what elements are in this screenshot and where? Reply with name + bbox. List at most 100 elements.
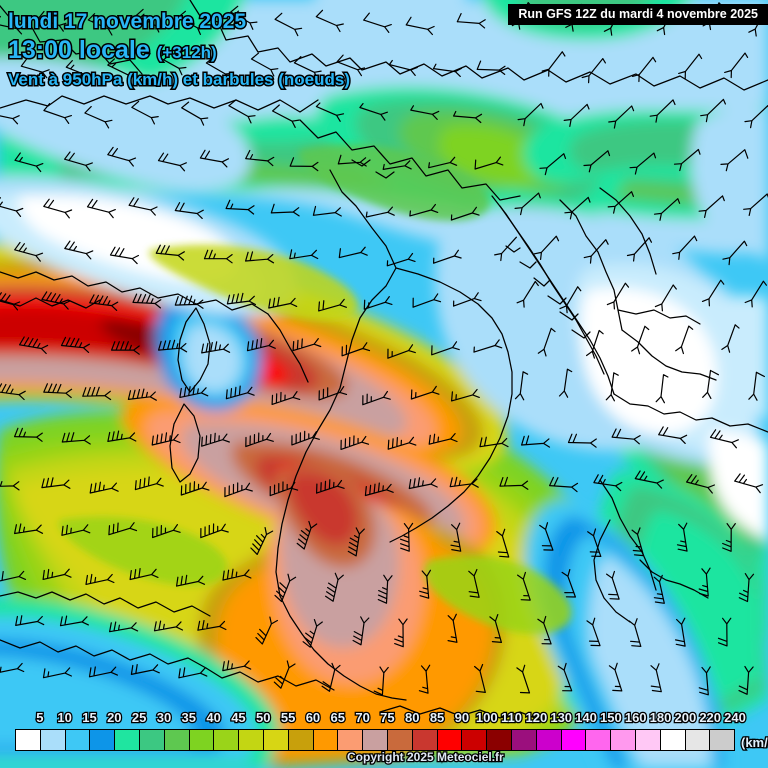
wind-barb-icon [84, 106, 113, 129]
wind-barb-icon [134, 476, 164, 491]
wind-barb-icon [179, 385, 209, 398]
wind-barb-icon [174, 202, 204, 219]
wind-barb-icon [593, 474, 623, 492]
wind-barb-icon [151, 432, 181, 446]
wind-barb-icon [387, 344, 416, 359]
parameter-text: Vent à 950hPa (km/h) et barbules (noeuds… [7, 69, 352, 91]
wind-barb-icon [456, 13, 486, 29]
wind-barb-icon [61, 524, 91, 536]
wind-barb-icon [157, 152, 187, 172]
wind-barb-icon [516, 664, 531, 694]
wind-barb-icon [245, 149, 275, 167]
wind-barb-icon [653, 574, 665, 604]
parameter-label: Vent à 950hPa (km/h) et barbules (noeuds… [7, 69, 352, 91]
wind-barb-icon [722, 523, 736, 552]
wind-barb-icon [291, 430, 320, 446]
wind-barb-icon [155, 244, 185, 261]
colorbar-swatch [65, 730, 91, 750]
wind-barb-icon [181, 101, 209, 126]
wind-barb-icon [127, 388, 157, 401]
wind-barb-icon [363, 296, 393, 310]
wind-barb-icon [274, 573, 297, 603]
wind-barb-icon [631, 325, 650, 355]
wind-barb-icon [201, 432, 230, 447]
wind-barb-icon [561, 569, 576, 598]
wind-barb-icon [292, 338, 322, 352]
forecast-time-label: 13:00 locale (+312h) [7, 35, 219, 66]
forecast-time-text: 13:00 locale [7, 35, 152, 66]
wind-barb-icon [608, 105, 635, 129]
colorbar-swatch [338, 730, 364, 750]
wind-barb-icon [225, 199, 255, 215]
wind-barb-icon [226, 292, 256, 306]
wind-barb-icon [289, 157, 319, 172]
wind-barb-icon [178, 667, 208, 679]
wind-barb-icon [89, 481, 119, 494]
wind-barb-icon [738, 665, 754, 695]
wind-barb-icon [318, 386, 348, 401]
colorbar-swatch [462, 730, 488, 750]
colorbar-tick-label: 160 [624, 709, 648, 727]
colorbar[interactable] [15, 729, 735, 751]
wind-barb-icon [245, 432, 274, 448]
wind-barb-icon [517, 571, 531, 601]
wind-barb-icon [631, 527, 645, 557]
wind-barb-icon [514, 192, 541, 216]
colorbar-swatch [214, 730, 240, 750]
wind-barb-icon [373, 666, 389, 696]
wind-barb-icon [315, 9, 344, 33]
wind-barb-icon [479, 436, 509, 448]
wind-barb-icon [201, 341, 231, 354]
wind-barb-icon [364, 482, 394, 497]
wind-barb-icon [587, 528, 602, 557]
wind-barb-icon [363, 12, 392, 33]
colorbar-unit-label: (km/h) [740, 734, 768, 752]
wind-barb-icon [109, 246, 139, 265]
colorbar-tick-label: 110 [500, 709, 524, 727]
wind-barb-icon [709, 429, 739, 449]
wind-barb-icon [564, 196, 591, 220]
wind-barb-icon [341, 342, 371, 357]
wind-barb-icon [748, 371, 765, 401]
wind-barb-icon [394, 618, 408, 648]
wind-barb-icon [678, 53, 703, 80]
colorbar-swatch [16, 730, 41, 750]
wind-barb-icon [557, 662, 573, 692]
wind-barb-icon [340, 435, 370, 450]
wind-barb-icon [468, 568, 480, 598]
forecast-leadtime-text: (+312h) [155, 42, 218, 64]
wind-barb-icon [673, 148, 701, 172]
wind-barb-icon [60, 336, 90, 353]
wind-barb-icon [268, 296, 298, 309]
colorbar-swatch [263, 730, 289, 750]
wind-barb-icon [583, 239, 609, 264]
wind-barb-icon [203, 249, 233, 264]
wind-barb-icon [41, 291, 71, 310]
wind-barb-icon [405, 16, 435, 36]
wind-barb-icon [153, 620, 184, 632]
colorbar-swatch [511, 730, 537, 750]
wind-barb-icon [744, 105, 768, 129]
wind-barb-icon [499, 476, 529, 490]
wind-barb-icon [180, 481, 210, 496]
wind-barb-icon [675, 617, 686, 647]
wind-barb-icon [63, 151, 93, 172]
wind-barb-icon [176, 574, 206, 587]
wind-barb-icon [43, 198, 73, 219]
wind-barb-icon [653, 198, 681, 221]
wind-barb-icon [362, 390, 391, 406]
wind-barb-icon [174, 295, 204, 309]
wind-barb-icon [517, 102, 544, 127]
wind-barb-icon [672, 235, 698, 260]
wind-barb-icon [43, 383, 73, 399]
wind-barb-icon [387, 436, 417, 450]
wind-barb-icon [269, 481, 299, 497]
wind-barb-icon [0, 570, 27, 582]
wind-barb-icon [408, 477, 438, 490]
wind-barb-icon [128, 197, 158, 216]
colorbar-tick-label: 130 [549, 709, 573, 727]
wind-barb-icon [316, 479, 345, 494]
wind-barb-icon [271, 391, 301, 405]
